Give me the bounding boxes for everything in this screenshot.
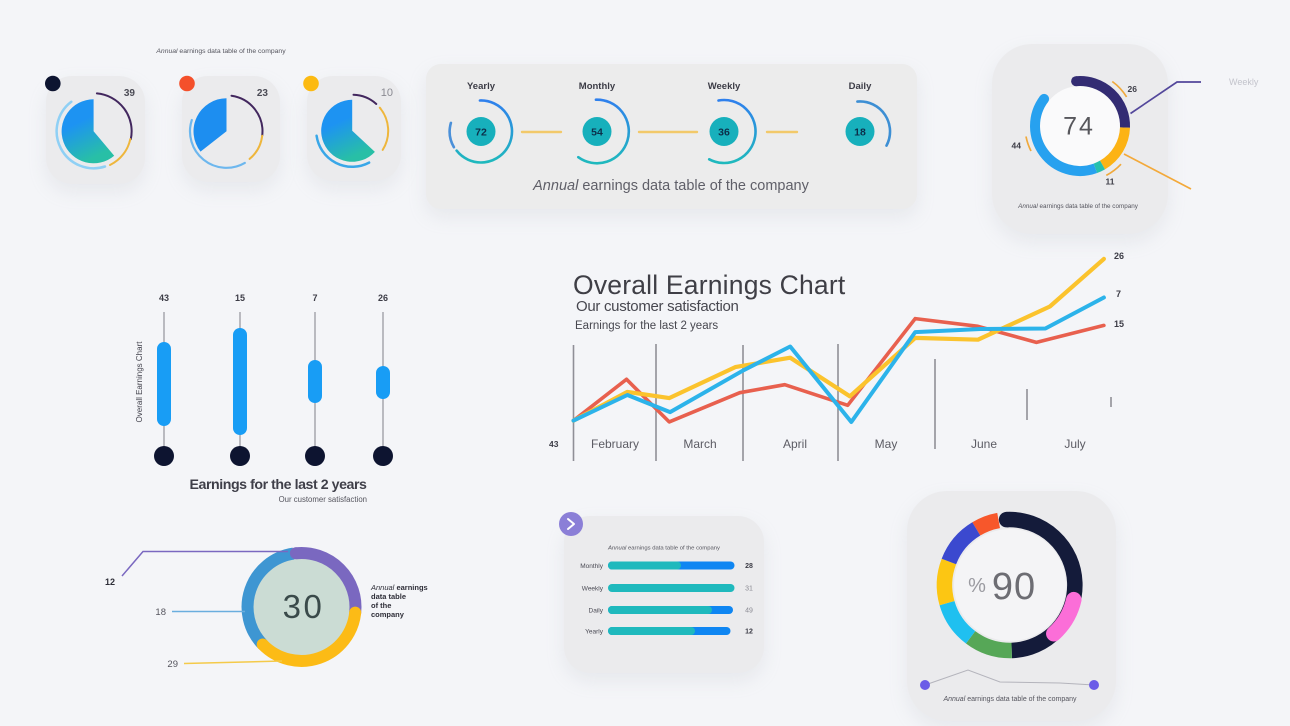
svg-text:Annual earnings data table of: Annual earnings data table of the compan… [942,696,1077,703]
svg-text:Annual earnings data table of: Annual earnings data table of the compan… [1017,203,1139,210]
svg-text:Annual earnings data table of: Annual earnings data table of the compan… [532,178,809,194]
svg-text:43: 43 [159,293,169,303]
svg-text:Monthly: Monthly [580,563,604,570]
svg-text:Earnings for the last 2 years: Earnings for the last 2 years [190,477,368,493]
svg-text:49: 49 [745,608,753,615]
svg-text:March: March [683,437,716,451]
svg-text:26: 26 [1128,84,1138,94]
svg-text:18: 18 [155,607,166,618]
svg-text:Our customer satisfaction: Our customer satisfaction [576,298,739,315]
svg-text:February: February [591,437,639,451]
svg-text:29: 29 [167,659,178,670]
svg-text:31: 31 [745,586,753,593]
svg-text:company: company [371,610,405,619]
svg-text:Annual earnings data table of: Annual earnings data table of the compan… [607,546,720,552]
svg-text:7: 7 [312,293,317,303]
svg-text:12: 12 [105,577,115,587]
svg-text:15: 15 [1114,319,1124,329]
svg-text:Daily: Daily [589,608,604,615]
svg-text:72: 72 [475,126,487,138]
svg-text:Overall Earnings Chart: Overall Earnings Chart [135,341,144,423]
svg-text:54: 54 [591,126,603,138]
svg-text:%: % [968,575,986,597]
svg-text:May: May [875,437,898,451]
svg-text:Yearly: Yearly [467,81,496,92]
svg-text:15: 15 [235,293,245,303]
svg-text:April: April [783,437,807,451]
svg-text:10: 10 [381,87,393,99]
svg-text:12: 12 [745,629,753,636]
svg-text:Our customer satisfaction: Our customer satisfaction [279,495,367,504]
svg-text:36: 36 [718,126,730,138]
svg-text:Annual earnings: Annual earnings [370,583,428,592]
svg-text:39: 39 [124,88,136,99]
svg-text:Daily: Daily [849,81,872,92]
svg-text:Monthly: Monthly [579,81,616,92]
svg-text:26: 26 [378,293,388,303]
svg-text:90: 90 [992,566,1036,608]
svg-text:74: 74 [1063,113,1095,141]
svg-text:30: 30 [283,588,325,625]
svg-text:Yearly: Yearly [585,629,604,636]
svg-text:Overall Earnings Chart: Overall Earnings Chart [573,270,846,300]
svg-text:Weekly: Weekly [708,81,741,92]
svg-text:11: 11 [1106,177,1115,187]
svg-text:of the: of the [371,601,391,610]
svg-text:44: 44 [1012,141,1022,151]
svg-text:Earnings for the last 2 years: Earnings for the last 2 years [575,320,718,332]
svg-text:Weekly: Weekly [582,586,604,593]
svg-text:23: 23 [257,88,269,99]
svg-text:43: 43 [549,439,559,449]
svg-text:June: June [971,437,997,451]
svg-text:July: July [1064,437,1085,451]
svg-text:data table: data table [371,592,406,601]
svg-text:7: 7 [1116,289,1121,299]
svg-text:28: 28 [745,563,753,570]
svg-text:26: 26 [1114,251,1124,261]
svg-text:18: 18 [854,126,866,138]
svg-text:Weekly: Weekly [1229,77,1259,87]
